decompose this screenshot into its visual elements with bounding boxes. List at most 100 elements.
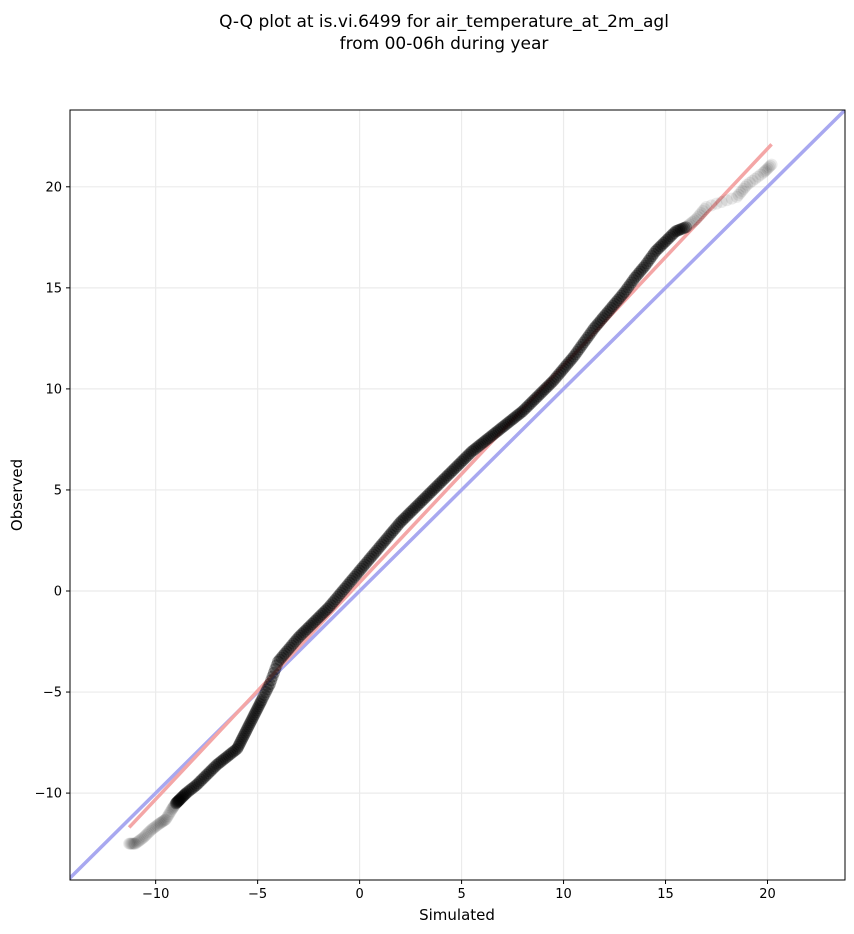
quantile-point bbox=[401, 509, 414, 522]
quantile-point bbox=[227, 745, 240, 758]
quantile-point bbox=[765, 158, 778, 171]
quantile-point bbox=[504, 414, 517, 427]
quantile-point bbox=[498, 419, 511, 432]
quantile-point bbox=[242, 720, 255, 733]
quantile-point bbox=[133, 834, 146, 847]
quantile-point bbox=[207, 762, 220, 775]
quantile-point bbox=[365, 550, 378, 563]
quantile-point bbox=[458, 452, 471, 465]
quantile-point bbox=[450, 460, 463, 473]
quantile-point bbox=[511, 409, 524, 422]
x-tick-label: 10 bbox=[555, 887, 572, 902]
quantile-point bbox=[686, 215, 699, 228]
quantile-point bbox=[326, 597, 339, 610]
quantile-point bbox=[385, 526, 398, 539]
quantile-point bbox=[528, 393, 541, 406]
quantile-point bbox=[628, 271, 641, 284]
quantile-point bbox=[550, 370, 563, 383]
quantile-point bbox=[140, 828, 153, 841]
quantile-point bbox=[304, 619, 317, 632]
quantile-point bbox=[467, 444, 480, 457]
quantile-point bbox=[547, 374, 560, 387]
quantile-point bbox=[760, 163, 773, 176]
quantile-point bbox=[222, 749, 235, 762]
quantile-point bbox=[292, 631, 305, 644]
quantile-point bbox=[241, 722, 254, 735]
quantile-point bbox=[543, 378, 556, 391]
quantile-point bbox=[368, 546, 381, 559]
quantile-point bbox=[394, 516, 407, 529]
y-tick-label: 5 bbox=[54, 483, 62, 498]
quantile-point bbox=[131, 835, 144, 848]
x-tick-label: 15 bbox=[657, 887, 674, 902]
quantile-point bbox=[187, 781, 200, 794]
quantile-point bbox=[414, 496, 427, 509]
quantile-point bbox=[244, 716, 257, 729]
quantile-point bbox=[246, 712, 259, 725]
quantile-point bbox=[193, 775, 206, 788]
quantile-point bbox=[516, 405, 529, 418]
quantile-point bbox=[537, 384, 550, 397]
quantile-point bbox=[273, 653, 286, 666]
quantile-point bbox=[695, 207, 708, 220]
quantile-point bbox=[557, 362, 570, 375]
quantile-point bbox=[200, 768, 213, 781]
quantile-point bbox=[452, 459, 465, 472]
quantile-point bbox=[243, 718, 256, 731]
quantile-point bbox=[382, 530, 395, 543]
quantile-point bbox=[151, 819, 164, 832]
quantile-point bbox=[285, 639, 298, 652]
quantile-point bbox=[154, 816, 167, 829]
quantile-point bbox=[402, 507, 415, 520]
quantile-point bbox=[144, 824, 157, 837]
x-axis-label: Simulated bbox=[419, 906, 495, 924]
quantile-point bbox=[754, 168, 767, 181]
quantile-point bbox=[280, 645, 293, 658]
quantile-point bbox=[173, 793, 186, 806]
quantile-point bbox=[404, 506, 417, 519]
quantile-point bbox=[258, 688, 271, 701]
x-axis-ticks: −10 −5 0 5 10 15 20 bbox=[142, 880, 776, 902]
quantile-point bbox=[611, 293, 624, 306]
quantile-point bbox=[372, 542, 385, 555]
quantile-point bbox=[481, 433, 494, 446]
quantile-point bbox=[435, 475, 448, 488]
quantile-point bbox=[433, 477, 446, 490]
quantile-point bbox=[198, 770, 211, 783]
quantile-point bbox=[678, 221, 691, 234]
quantile-point bbox=[397, 512, 410, 525]
quantile-point bbox=[175, 792, 188, 805]
quantile-point bbox=[254, 696, 267, 709]
quantile-point bbox=[167, 801, 180, 814]
quantile-point bbox=[321, 602, 334, 615]
quantile-point bbox=[237, 730, 250, 743]
quantile-point bbox=[360, 556, 373, 569]
quantile-point bbox=[319, 604, 332, 617]
quantile-point bbox=[255, 694, 268, 707]
quantile-point bbox=[250, 704, 263, 717]
quantile-point bbox=[639, 259, 652, 272]
quantile-point bbox=[290, 633, 303, 646]
quantile-point bbox=[389, 522, 402, 535]
quantile-point bbox=[637, 261, 650, 274]
quantile-point bbox=[577, 336, 590, 349]
quantile-point bbox=[559, 360, 572, 373]
quantile-point bbox=[307, 616, 320, 629]
quantile-point bbox=[569, 348, 582, 361]
quantile-point bbox=[192, 777, 205, 790]
quantile-point bbox=[484, 430, 497, 443]
quantile-point bbox=[462, 448, 475, 461]
quantile-point bbox=[317, 606, 330, 619]
quantile-point bbox=[396, 514, 409, 527]
quantile-point bbox=[494, 422, 507, 435]
quantile-point bbox=[606, 300, 619, 313]
quantile-point bbox=[409, 501, 422, 514]
quantile-point bbox=[443, 467, 456, 480]
quantile-point bbox=[654, 240, 667, 253]
quantile-point bbox=[715, 195, 728, 208]
quantile-point bbox=[690, 213, 703, 226]
quantile-point bbox=[251, 702, 264, 715]
quantile-point bbox=[617, 287, 630, 300]
quantile-point bbox=[492, 423, 505, 436]
